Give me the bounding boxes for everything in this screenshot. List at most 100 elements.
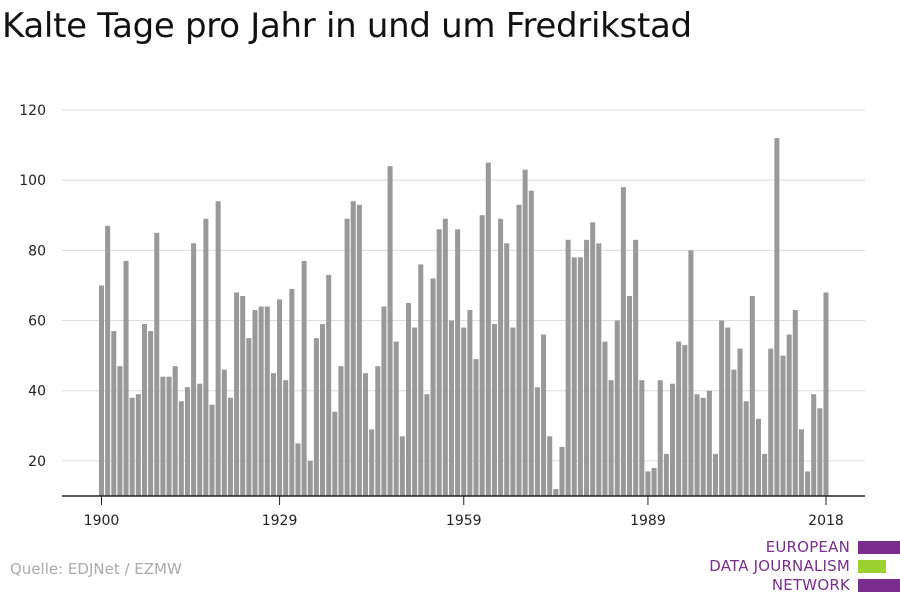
bar-1962 <box>479 215 485 496</box>
y-tick-label-100: 100 <box>19 173 46 189</box>
bar-1950 <box>405 303 411 496</box>
bar-1994 <box>676 341 682 496</box>
bar-1938 <box>332 411 338 496</box>
bar-2007 <box>755 418 761 496</box>
y-tick-label-20: 20 <box>28 454 46 470</box>
x-tick-label-2018: 2018 <box>808 513 844 529</box>
bar-chart: 20 40 60 80 100 120 1900 1929 1959 1989 2018 <box>19 103 865 529</box>
bar-1946 <box>381 306 387 496</box>
bar-1936 <box>320 324 326 496</box>
bar-1934 <box>307 460 313 496</box>
source-note: Quelle: EDJNet / EZMW <box>10 560 182 578</box>
bar-2018 <box>823 292 829 496</box>
bar-1926 <box>258 306 264 496</box>
x-tick-label-1989: 1989 <box>630 513 666 529</box>
bar-1992 <box>663 453 669 496</box>
logo-bar-green <box>858 560 886 573</box>
bar-1924 <box>246 338 252 496</box>
bar-1928 <box>270 373 276 496</box>
bar-1920 <box>221 369 227 496</box>
bar-1911 <box>166 376 172 496</box>
bar-2017 <box>817 408 823 496</box>
bar-1969 <box>522 169 528 496</box>
y-tick-label-80: 80 <box>28 243 46 259</box>
bar-1949 <box>399 436 405 496</box>
bar-1967 <box>510 327 516 496</box>
bar-1932 <box>295 443 301 496</box>
bar-1965 <box>498 218 504 496</box>
bars <box>98 138 829 497</box>
bar-1902 <box>111 331 117 496</box>
bar-1948 <box>393 341 399 496</box>
bar-1913 <box>178 401 184 496</box>
bar-1964 <box>491 324 497 496</box>
bar-1971 <box>534 387 540 496</box>
bar-2005 <box>743 401 749 496</box>
bar-1983 <box>608 380 614 496</box>
bar-1943 <box>363 373 369 496</box>
bar-1912 <box>172 366 178 496</box>
bar-1937 <box>326 274 332 496</box>
bar-1947 <box>387 166 393 496</box>
edjnet-logo: EUROPEAN DATA JOURNALISM NETWORK <box>700 538 900 594</box>
bar-2001 <box>719 320 725 496</box>
bar-1905 <box>129 397 135 496</box>
bar-1991 <box>657 380 663 496</box>
x-tick-label-1900: 1900 <box>84 513 120 529</box>
bar-1974 <box>553 488 559 496</box>
bar-1981 <box>596 243 602 496</box>
bar-1961 <box>473 359 479 496</box>
bar-1955 <box>436 229 442 496</box>
bar-1904 <box>123 260 129 496</box>
bar-1995 <box>682 345 688 496</box>
bar-1910 <box>160 376 166 496</box>
bar-2008 <box>762 453 768 496</box>
x-tick-label-1929: 1929 <box>262 513 298 529</box>
bar-1901 <box>105 225 111 497</box>
bar-1939 <box>338 366 344 496</box>
bar-1976 <box>565 239 571 496</box>
bar-2015 <box>805 471 811 496</box>
bar-1987 <box>633 239 639 496</box>
bar-1980 <box>590 222 596 497</box>
bar-1945 <box>375 366 381 496</box>
bar-1973 <box>547 436 553 496</box>
bar-1972 <box>541 334 547 496</box>
bar-1953 <box>424 394 430 496</box>
bar-1906 <box>135 394 141 496</box>
bar-1952 <box>418 264 424 496</box>
bar-1998 <box>700 397 706 496</box>
bar-1968 <box>516 204 522 496</box>
bar-2006 <box>749 295 755 496</box>
bar-2000 <box>712 453 718 496</box>
bar-1982 <box>602 341 608 496</box>
bar-1935 <box>313 338 319 496</box>
bar-1975 <box>559 446 565 496</box>
bar-1985 <box>620 187 626 496</box>
bar-1996 <box>688 250 694 496</box>
logo-line-3: NETWORK <box>771 576 850 594</box>
bar-1951 <box>412 327 418 496</box>
bar-1930 <box>283 380 289 496</box>
bar-1944 <box>369 429 375 496</box>
bar-1927 <box>264 306 270 496</box>
bar-1933 <box>301 260 307 496</box>
bar-1915 <box>191 243 197 496</box>
bar-1959 <box>461 327 467 496</box>
bar-1931 <box>289 288 295 496</box>
bar-1984 <box>614 320 620 496</box>
y-tick-label-120: 120 <box>19 103 46 119</box>
bar-1909 <box>154 232 160 496</box>
bar-1918 <box>209 404 215 496</box>
chart-title: Kalte Tage pro Jahr in und um Fredriksta… <box>2 6 692 46</box>
bar-1923 <box>240 295 246 496</box>
bar-1960 <box>467 310 473 496</box>
bar-1908 <box>148 331 154 496</box>
bar-1903 <box>117 366 123 496</box>
bar-2014 <box>798 429 804 496</box>
logo-line-2: DATA JOURNALISM <box>709 557 850 575</box>
logo-text: EUROPEAN DATA JOURNALISM NETWORK <box>709 538 850 595</box>
bar-1921 <box>227 397 233 496</box>
bar-1997 <box>694 394 700 496</box>
bar-1919 <box>215 201 221 497</box>
